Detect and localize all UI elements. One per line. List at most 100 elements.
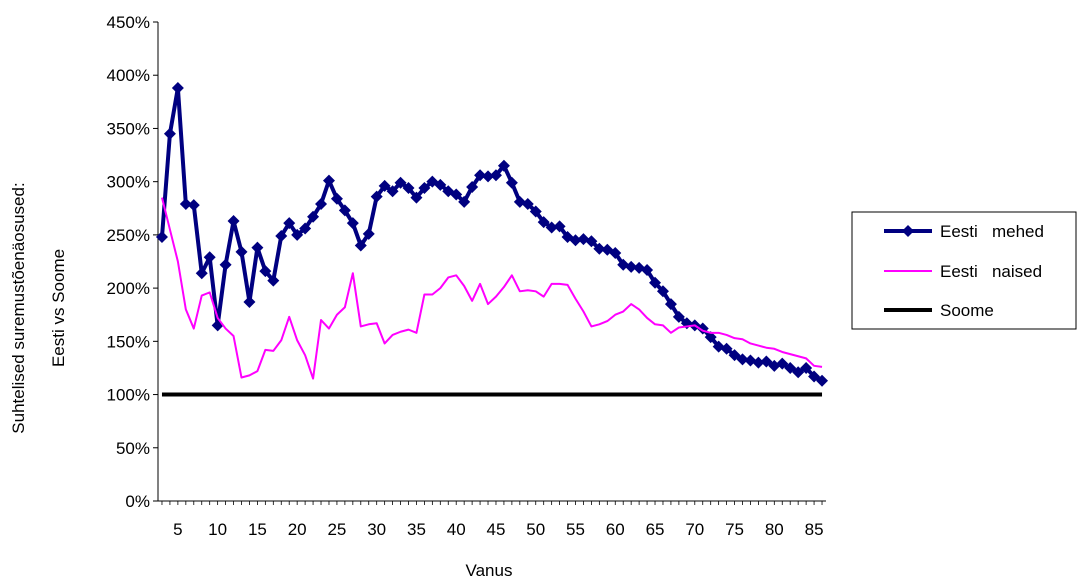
y-tick-label: 450%	[107, 13, 150, 32]
data-point	[466, 180, 479, 193]
data-point	[171, 81, 184, 94]
data-point	[537, 216, 550, 229]
y-tick-label: 150%	[107, 332, 150, 351]
x-axis: 5 10 15 20 25 30 35 40 45 50 55 60 65 70 75 80 85	[161, 501, 824, 539]
series-layer	[155, 81, 829, 397]
x-tick-label: 45	[487, 520, 506, 539]
x-tick-label: 10	[208, 520, 227, 539]
data-point	[307, 210, 320, 223]
x-tick-label: 25	[327, 520, 346, 539]
data-point	[609, 246, 622, 259]
data-point	[402, 182, 415, 195]
data-point	[792, 366, 805, 379]
data-point	[521, 198, 534, 211]
y-tick-label: 200%	[107, 279, 150, 298]
data-point	[283, 217, 296, 230]
data-point	[354, 239, 367, 252]
data-point	[816, 374, 829, 387]
series-2	[161, 197, 823, 380]
x-tick-label: 70	[685, 520, 704, 539]
data-point	[227, 215, 240, 228]
x-tick-label: 60	[606, 520, 625, 539]
data-point	[720, 342, 733, 355]
data-point	[784, 361, 797, 374]
legend-label: Eesti naised	[940, 262, 1042, 281]
x-tick-label: 30	[367, 520, 386, 539]
x-tick-label: 85	[805, 520, 824, 539]
data-point	[211, 319, 224, 332]
plot-area	[157, 22, 826, 502]
y-tick-label: 400%	[107, 66, 150, 85]
data-point	[330, 192, 343, 205]
data-point	[656, 285, 669, 298]
data-point	[497, 159, 510, 172]
legend-item: Soome	[884, 301, 994, 320]
data-point	[315, 198, 328, 211]
data-point	[378, 179, 391, 192]
data-point	[155, 231, 168, 244]
data-point	[585, 235, 598, 248]
series-line	[161, 197, 823, 380]
data-point	[752, 356, 765, 369]
data-point	[664, 298, 677, 311]
data-point	[474, 169, 487, 182]
data-point	[195, 267, 208, 280]
data-point	[235, 245, 248, 258]
data-point	[641, 264, 654, 277]
y-tick-label: 350%	[107, 119, 150, 138]
data-point	[489, 169, 502, 182]
data-point	[299, 222, 312, 235]
legend-marker	[902, 225, 914, 237]
legend-label: Soome	[940, 301, 994, 320]
x-tick-label: 40	[447, 520, 466, 539]
series-line	[159, 85, 823, 383]
data-point	[163, 127, 176, 140]
x-tick-label: 35	[407, 520, 426, 539]
x-axis-title: Vanus	[466, 561, 513, 580]
data-point	[362, 227, 375, 240]
data-point	[203, 251, 216, 264]
data-point	[187, 199, 200, 212]
y-tick-label: 300%	[107, 173, 150, 192]
data-point	[291, 228, 304, 241]
data-point	[243, 295, 256, 308]
data-point	[370, 190, 383, 203]
series-1	[155, 81, 829, 387]
data-point	[410, 191, 423, 204]
y-axis-title: Suhtelised suremustõenäosused: Eesti vs …	[9, 182, 68, 433]
data-point	[649, 276, 662, 289]
data-point	[386, 185, 399, 198]
y-axis-title-line-2: Eesti vs Soome	[49, 249, 68, 367]
data-point	[275, 229, 288, 242]
legend: Eesti mehed Eesti naised Soome	[851, 211, 1077, 330]
y-tick-label: 0%	[125, 492, 150, 511]
y-tick-label: 50%	[116, 439, 150, 458]
x-tick-label: 5	[173, 520, 182, 539]
data-point	[418, 182, 431, 195]
data-point	[704, 331, 717, 344]
data-point	[736, 353, 749, 366]
data-point	[800, 361, 813, 374]
x-tick-label: 50	[526, 520, 545, 539]
data-point	[394, 176, 407, 189]
data-point	[219, 258, 232, 271]
data-point	[251, 241, 264, 254]
data-point	[593, 242, 606, 255]
x-tick-label: 55	[566, 520, 585, 539]
data-point	[267, 274, 280, 287]
data-point	[346, 217, 359, 230]
data-point	[553, 220, 566, 233]
data-point	[179, 198, 192, 211]
x-tick-label: 80	[765, 520, 784, 539]
data-point	[338, 204, 351, 217]
legend-label: Eesti mehed	[940, 222, 1044, 241]
data-point	[322, 174, 335, 187]
data-point	[458, 195, 471, 208]
x-tick-label: 20	[288, 520, 307, 539]
data-point	[482, 170, 495, 183]
data-point	[545, 221, 558, 234]
x-tick-label: 15	[248, 520, 267, 539]
data-point	[625, 260, 638, 273]
data-point	[259, 265, 272, 278]
